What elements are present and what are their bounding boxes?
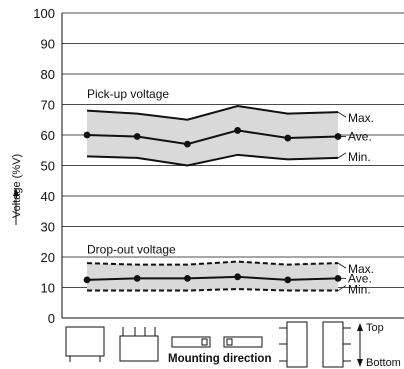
x-axis-label: Mounting direction [168,353,271,365]
data-point [284,135,291,142]
y-tick-label: 90 [41,37,55,52]
data-point [234,273,241,280]
series-label: Min. [348,150,371,164]
y-tick-label: 50 [41,159,55,174]
orientation-top-label: Top [366,322,384,334]
relay-upright-pins-up-icon [120,327,158,361]
data-point [84,276,91,283]
y-tick-label: 100 [33,6,55,21]
relay-upright-pins-down-icon [66,327,104,362]
data-point [84,132,91,139]
orientation-bottom-label: Bottom [366,357,401,369]
y-tick-label: 20 [41,250,55,265]
y-tick-label: 0 [48,311,55,326]
group-label: Drop-out voltage [87,243,176,257]
y-tick-label: 80 [41,67,55,82]
top-bottom-orientation-arrow [357,323,363,367]
series-label: Ave. [348,130,372,144]
y-tick-label: 10 [41,281,55,296]
data-point [134,275,141,282]
series-label-leader [338,112,346,117]
relay-flat-pins-right-icon [172,337,210,347]
relay-side-pins-left-icon [279,322,307,367]
y-tick-label: 30 [41,220,55,235]
relay-flat-pins-left-icon [224,337,262,347]
series-label: Min. [348,283,371,297]
series-label-leader [338,263,346,268]
range-band [87,262,338,291]
data-point [284,276,291,283]
series-label: Max. [348,111,374,125]
arrow-up-icon [357,323,363,331]
data-point [134,133,141,140]
series-label-leader [338,286,346,291]
y-tick-label: 70 [41,98,55,113]
series-label-leader [338,153,346,158]
group-label: Pick-up voltage [87,87,169,101]
y-axis-label: Voltage (%V) [11,154,23,218]
arrow-down-icon [357,359,363,367]
data-point [184,275,191,282]
y-axis-label-group: Voltage (%V) [11,154,23,225]
relay-side-pins-right-icon [323,322,351,367]
y-tick-label: 60 [41,128,55,143]
data-point [184,141,191,148]
data-point [234,127,241,134]
y-tick-label: 40 [41,189,55,204]
